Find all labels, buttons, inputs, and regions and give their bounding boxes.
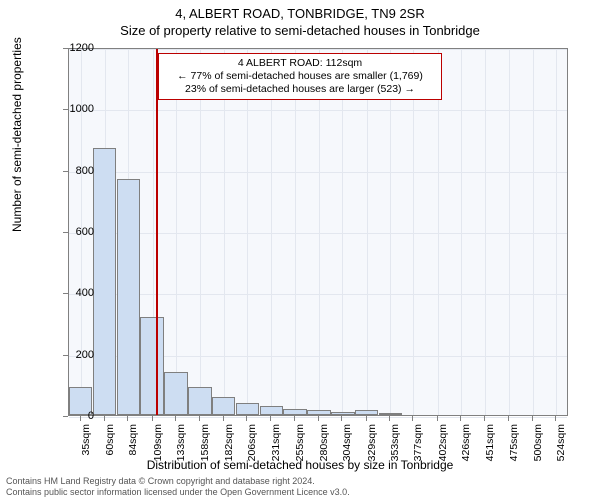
- gridline-v: [533, 49, 534, 415]
- footer-line2: Contains public sector information licen…: [6, 487, 350, 498]
- xtick-mark: [412, 416, 413, 421]
- gridline-v: [319, 49, 320, 415]
- histogram-bar: [164, 372, 187, 415]
- xtick-label: 182sqm: [223, 424, 235, 464]
- xtick-mark: [484, 416, 485, 421]
- gridline-v: [176, 49, 177, 415]
- ytick-label: 200: [54, 349, 94, 361]
- gridline-v: [413, 49, 414, 415]
- gridline-v: [438, 49, 439, 415]
- gridline-v: [295, 49, 296, 415]
- xtick-label: 329sqm: [366, 424, 378, 464]
- xtick-label: 255sqm: [294, 424, 306, 464]
- xtick-label: 60sqm: [104, 424, 116, 464]
- title-line1: 4, ALBERT ROAD, TONBRIDGE, TN9 2SR: [0, 0, 600, 21]
- gridline-v: [247, 49, 248, 415]
- histogram-bar: [117, 179, 140, 415]
- gridline-h: [69, 233, 567, 234]
- footer-line1: Contains HM Land Registry data © Crown c…: [6, 476, 350, 487]
- histogram-bar: [93, 148, 116, 415]
- xtick-label: 109sqm: [152, 424, 164, 464]
- xtick-label: 35sqm: [80, 424, 92, 464]
- footer-attribution: Contains HM Land Registry data © Crown c…: [6, 476, 350, 498]
- gridline-v: [509, 49, 510, 415]
- xtick-mark: [341, 416, 342, 421]
- xtick-label: 426sqm: [460, 424, 472, 464]
- gridline-v: [485, 49, 486, 415]
- ytick-label: 400: [54, 287, 94, 299]
- plot-area: 4 ALBERT ROAD: 112sqm← 77% of semi-detac…: [68, 48, 568, 416]
- xtick-mark: [294, 416, 295, 421]
- xtick-label: 451sqm: [484, 424, 496, 464]
- reference-line: [156, 49, 158, 415]
- gridline-v: [461, 49, 462, 415]
- xtick-label: 475sqm: [508, 424, 520, 464]
- xtick-mark: [127, 416, 128, 421]
- histogram-bar: [331, 412, 354, 415]
- xtick-label: 280sqm: [318, 424, 330, 464]
- histogram-bar: [212, 397, 235, 415]
- xtick-label: 133sqm: [175, 424, 187, 464]
- xtick-mark: [270, 416, 271, 421]
- histogram-bar: [379, 413, 402, 415]
- xtick-mark: [366, 416, 367, 421]
- xtick-mark: [199, 416, 200, 421]
- gridline-v: [390, 49, 391, 415]
- gridline-v: [271, 49, 272, 415]
- ytick-label: 800: [54, 165, 94, 177]
- ytick-label: 1200: [54, 42, 94, 54]
- y-axis-label: Number of semi-detached properties: [10, 37, 24, 232]
- xtick-label: 231sqm: [270, 424, 282, 464]
- annotation-line1: 4 ALBERT ROAD: 112sqm: [165, 57, 435, 70]
- xtick-label: 158sqm: [199, 424, 211, 464]
- xtick-mark: [80, 416, 81, 421]
- xtick-mark: [437, 416, 438, 421]
- xtick-mark: [104, 416, 105, 421]
- xtick-label: 304sqm: [341, 424, 353, 464]
- annotation-line2: ← 77% of semi-detached houses are smalle…: [165, 70, 435, 83]
- gridline-h: [69, 110, 567, 111]
- annotation-box: 4 ALBERT ROAD: 112sqm← 77% of semi-detac…: [158, 53, 442, 100]
- xtick-mark: [152, 416, 153, 421]
- xtick-label: 402sqm: [437, 424, 449, 464]
- ytick-label: 600: [54, 226, 94, 238]
- plot-container: 4 ALBERT ROAD: 112sqm← 77% of semi-detac…: [68, 48, 568, 416]
- gridline-v: [367, 49, 368, 415]
- histogram-bar: [140, 317, 163, 415]
- histogram-bar: [236, 403, 259, 415]
- ytick-label: 1000: [54, 103, 94, 115]
- annotation-line3: 23% of semi-detached houses are larger (…: [165, 83, 435, 96]
- xtick-label: 206sqm: [246, 424, 258, 464]
- xtick-label: 377sqm: [412, 424, 424, 464]
- histogram-bar: [260, 406, 283, 415]
- xtick-label: 524sqm: [555, 424, 567, 464]
- gridline-v: [200, 49, 201, 415]
- ytick-label: 0: [54, 410, 94, 422]
- histogram-bar: [355, 410, 378, 415]
- xtick-mark: [460, 416, 461, 421]
- xtick-mark: [223, 416, 224, 421]
- histogram-bar: [283, 409, 306, 415]
- histogram-bar: [188, 387, 211, 415]
- xtick-label: 84sqm: [127, 424, 139, 464]
- gridline-v: [342, 49, 343, 415]
- xtick-mark: [246, 416, 247, 421]
- xtick-mark: [555, 416, 556, 421]
- gridline-v: [224, 49, 225, 415]
- xtick-label: 353sqm: [389, 424, 401, 464]
- title-line2: Size of property relative to semi-detach…: [0, 21, 600, 38]
- xtick-mark: [175, 416, 176, 421]
- gridline-v: [556, 49, 557, 415]
- xtick-mark: [532, 416, 533, 421]
- histogram-bar: [307, 410, 330, 415]
- gridline-h: [69, 49, 567, 50]
- xtick-mark: [318, 416, 319, 421]
- xtick-label: 500sqm: [532, 424, 544, 464]
- xtick-mark: [508, 416, 509, 421]
- xtick-mark: [389, 416, 390, 421]
- gridline-h: [69, 294, 567, 295]
- gridline-h: [69, 172, 567, 173]
